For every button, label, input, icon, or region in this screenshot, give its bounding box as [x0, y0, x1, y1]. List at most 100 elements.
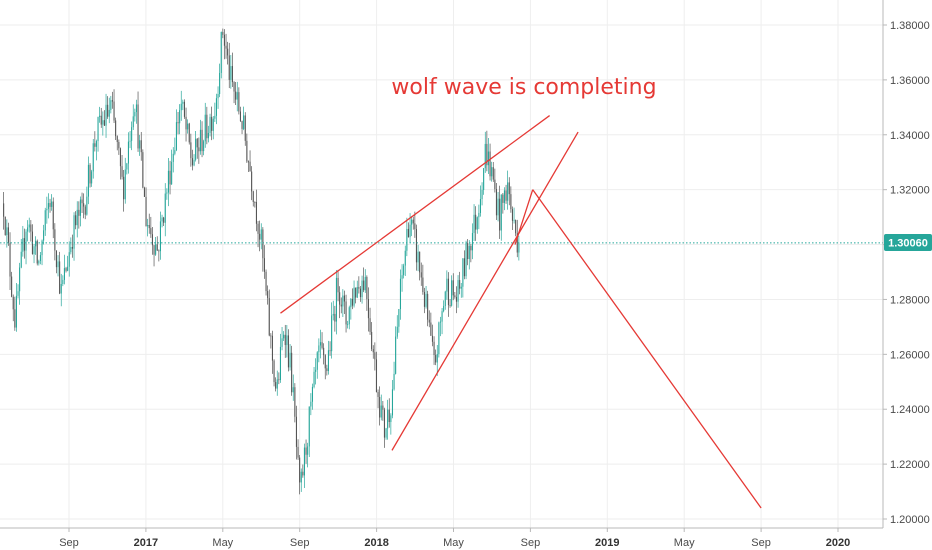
candle-body: [118, 142, 120, 149]
y-tick-label: 1.28000: [890, 294, 930, 306]
candle-body: [78, 209, 80, 216]
candle-body: [100, 115, 102, 125]
candle-body: [166, 192, 168, 194]
candle-body: [81, 199, 83, 204]
candle-body: [198, 147, 200, 152]
candle-body: [340, 304, 342, 307]
candle-body: [339, 292, 341, 305]
candle-body: [175, 122, 177, 151]
candle-body: [28, 224, 30, 228]
candle-body: [489, 151, 491, 177]
candle-body: [507, 182, 509, 201]
candle-body: [65, 268, 67, 271]
candle-body: [17, 291, 19, 296]
candle-body: [502, 194, 504, 203]
projection-line-down[interactable]: [532, 189, 762, 509]
candle-body: [169, 170, 171, 185]
candle-body: [455, 297, 458, 302]
candle-body: [262, 229, 264, 259]
candle-body: [438, 322, 440, 355]
candle-body: [11, 276, 13, 297]
candle-body: [449, 305, 451, 306]
candle-body: [238, 92, 240, 112]
candle-body: [375, 359, 378, 393]
candle-body: [487, 151, 490, 166]
candle-body: [476, 217, 478, 230]
candle-body: [494, 179, 496, 190]
y-tick-label: 1.20000: [890, 514, 930, 526]
candle-body: [351, 298, 354, 306]
lower-trendline[interactable]: [391, 131, 579, 451]
candle-body: [174, 150, 176, 154]
candle-body: [41, 240, 43, 256]
candle-body: [422, 277, 424, 293]
candle-body: [47, 203, 49, 209]
candle-body: [420, 272, 422, 278]
candle-body: [38, 261, 40, 264]
candle-body: [510, 194, 512, 210]
candle-body: [412, 219, 414, 224]
candle-body: [356, 287, 358, 298]
candle-body: [79, 199, 81, 216]
candle-body: [403, 265, 405, 276]
candle-body: [307, 446, 309, 455]
candle-body: [302, 471, 304, 476]
candle-body: [231, 66, 233, 83]
candle-body: [185, 116, 187, 130]
candle-body: [255, 202, 257, 224]
trendlines: [280, 115, 762, 509]
candle-body: [126, 163, 128, 170]
candle-body: [131, 127, 133, 141]
candle-body: [359, 288, 362, 298]
x-tick-label: Sep: [290, 537, 310, 549]
candle-body: [278, 379, 280, 381]
candle-body: [164, 193, 166, 223]
candle-body: [86, 196, 88, 215]
candle-body: [116, 136, 118, 143]
candle-body: [124, 169, 126, 200]
x-axis[interactable]: Sep 2017 May Sep 2018 May Sep 2019 May Sep 2020: [59, 528, 850, 549]
candles: [3, 28, 520, 495]
candle-body: [427, 293, 429, 320]
candle-body: [102, 120, 104, 125]
projection-line-up[interactable]: [514, 189, 534, 245]
candle-body: [87, 164, 89, 197]
candle-body: [459, 280, 461, 289]
candle-body: [156, 244, 158, 251]
candle-body: [345, 301, 347, 325]
candle-body: [286, 335, 288, 346]
candle-body: [188, 123, 190, 143]
candle-body: [478, 212, 480, 218]
candle-body: [217, 94, 219, 99]
candle-body: [465, 243, 467, 277]
candle-body: [257, 223, 259, 234]
candle-body: [220, 32, 222, 73]
candle-body: [145, 196, 147, 227]
y-axis[interactable]: 1.20000 1.22000 1.24000 1.26000 1.28000 1.300…: [883, 20, 930, 526]
x-tick-label: Sep: [521, 537, 541, 549]
candle-body: [327, 350, 330, 372]
candle-body: [503, 190, 506, 203]
candle-body: [468, 245, 470, 260]
candle-body: [7, 227, 9, 244]
candle-body: [404, 250, 406, 266]
candle-body: [193, 159, 195, 166]
candle-body: [348, 307, 350, 325]
candle-body: [95, 141, 97, 147]
candle-body: [267, 291, 269, 298]
upper-trendline[interactable]: [280, 115, 551, 314]
x-tick-label: May: [212, 537, 233, 549]
candle-body: [484, 143, 486, 169]
candle-body: [316, 352, 318, 370]
candle-body: [142, 152, 144, 188]
candle-body: [244, 115, 246, 141]
candle-body: [441, 311, 443, 322]
candle-body: [505, 190, 507, 201]
candle-body: [497, 198, 499, 216]
candle-body: [110, 100, 112, 110]
candle-body: [71, 247, 73, 249]
candle-body: [113, 101, 115, 121]
annotation-text: wolf wave is completing: [391, 75, 656, 100]
